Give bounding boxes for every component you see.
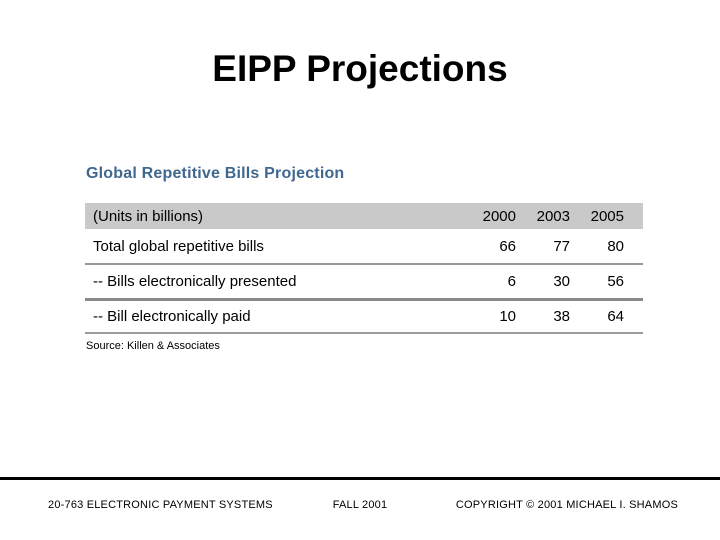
footer-divider-line (0, 477, 720, 480)
cell-value: 30 (553, 273, 570, 290)
year-header-2003: 2003 (536, 207, 570, 225)
footer-course-label: 20-763 ELECTRONIC PAYMENT SYSTEMS (48, 499, 273, 511)
footer-term-label: FALL 2001 (332, 499, 388, 511)
cell-value: 64 (607, 308, 624, 325)
cell-value: 6 (507, 273, 516, 290)
cell-value: 10 (499, 308, 516, 325)
cell-value: 66 (499, 237, 516, 255)
table-row: Total global repetitive bills 66 77 80 (85, 229, 643, 265)
table-header-row: (Units in billions) 2000 2003 2005 (85, 203, 643, 229)
units-label: (Units in billions) (93, 207, 204, 225)
year-header-2000: 2000 (482, 207, 516, 225)
cell-value: 77 (553, 237, 570, 255)
source-note: Source: Killen & Associates (86, 340, 220, 352)
table-row: -- Bill electronically paid 10 38 64 (85, 301, 643, 334)
table-heading: Global Repetitive Bills Projection (86, 165, 345, 182)
cell-value: 56 (607, 273, 624, 290)
footer-copyright-label: COPYRIGHT © 2001 MICHAEL I. SHAMOS (455, 499, 678, 511)
row-label: Total global repetitive bills (93, 237, 264, 255)
slide-title: EIPP Projections (212, 48, 508, 89)
year-header-2005: 2005 (590, 207, 624, 225)
table-row: -- Bills electronically presented 6 30 5… (85, 265, 643, 301)
cell-value: 80 (607, 237, 624, 255)
cell-value: 38 (553, 308, 570, 325)
projection-table: Global Repetitive Bills Projection (Unit… (85, 165, 643, 352)
row-label: -- Bills electronically presented (93, 273, 297, 290)
row-label: -- Bill electronically paid (93, 308, 251, 325)
